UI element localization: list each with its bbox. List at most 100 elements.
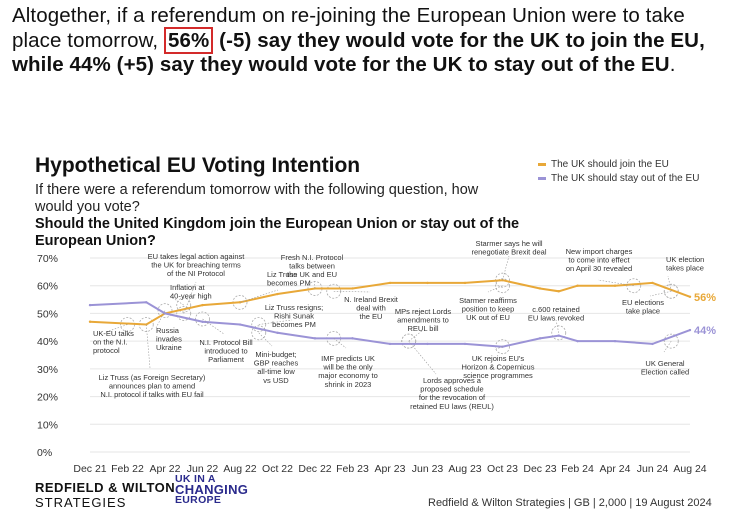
- annotation-leader: [663, 340, 672, 353]
- annotation-leader: [313, 279, 316, 289]
- annotation-marker: [495, 278, 510, 294]
- annotation-line: renegotiate Brexit deal: [471, 248, 546, 257]
- annotation-line: Mini-budget;: [255, 350, 296, 359]
- annotation-line: of the NI Protocol: [167, 269, 225, 278]
- annotation-label: Liz Truss becomes PM: [267, 270, 311, 288]
- annotation-line: Parliament: [208, 355, 245, 364]
- annotation-line: GBP reaches: [254, 359, 299, 368]
- annotation-line: talks between: [289, 262, 335, 271]
- annotation-line: Liz Truss: [267, 270, 297, 279]
- y-tick-label: 60%: [37, 281, 58, 293]
- x-tick-label: Aug 23: [448, 463, 481, 475]
- data-point: [88, 320, 92, 323]
- x-tick-label: Dec 21: [73, 463, 106, 475]
- data-point: [163, 312, 167, 315]
- y-tick-label: 10%: [37, 419, 58, 431]
- annotation-leader: [105, 324, 128, 333]
- headline-part3: .: [669, 53, 676, 76]
- annotation-line: for the revocation of: [419, 393, 486, 402]
- y-tick-label: 20%: [37, 392, 58, 404]
- brand-logo: REDFIELD & WILTON STRATEGIES: [35, 480, 175, 510]
- chart-question: Should the United Kingdom join the Europ…: [35, 216, 520, 249]
- x-tick-label: Feb 23: [336, 463, 369, 475]
- annotation-line: Liz Truss (as Foreign Secretary): [99, 373, 206, 382]
- annotation-line: Starmer says he will: [475, 239, 542, 248]
- data-point: [201, 320, 204, 323]
- series-line-stay-out: [89, 301, 691, 348]
- annotation-line: 40-year high: [170, 292, 212, 301]
- data-point: [426, 342, 429, 346]
- data-point: [276, 331, 279, 335]
- x-tick-label: Oct 22: [262, 463, 293, 475]
- annotation-line: Fresh N.I. Protocol: [281, 253, 344, 262]
- data-point: [351, 337, 354, 340]
- headline-highlight: 56%: [164, 26, 214, 54]
- annotation-leader: [155, 310, 166, 329]
- annotation-leader: [145, 324, 151, 369]
- annotation-label: UK rejoins EU's Horizon & Copernicus scien…: [462, 354, 535, 380]
- data-point: [613, 339, 617, 343]
- source-note: Redfield & Wilton Strategies | GB | 2,00…: [428, 497, 712, 509]
- annotation-marker: [551, 325, 567, 341]
- chart-title: Hypothetical EU Voting Intention: [35, 154, 361, 177]
- annotation-leader: [258, 319, 293, 325]
- data-point: [88, 303, 92, 307]
- annotation-line: EU elections: [622, 298, 664, 307]
- annotation-line: Inflation at: [170, 283, 206, 292]
- annotation-leader: [502, 255, 510, 281]
- annotation-line: MPs reject Lords: [395, 307, 452, 316]
- annotation-label: Inflation at 40-year high: [170, 283, 212, 301]
- x-tick-label: Apr 22: [150, 463, 181, 475]
- annotation-line: shrink in 2023: [325, 380, 372, 389]
- partner-line2: CHANGING: [175, 481, 249, 497]
- annotation-line: becomes PM: [267, 279, 311, 288]
- annotation-line: N.I. protocol if talks with EU fail: [100, 390, 204, 399]
- annotation-line: Starmer reaffirms: [459, 296, 517, 305]
- annotation-label: N.I. Protocol Bill introduced to Parliamen…: [199, 338, 253, 364]
- annotation-line: UK rejoins EU's: [472, 354, 525, 363]
- annotation-label: MPs reject Lords amendments to REUL bill: [395, 307, 452, 333]
- legend-label-stay-out: The UK should stay out of the EU: [551, 172, 700, 184]
- annotation-line: New import charges: [566, 247, 633, 256]
- series-line-join: [89, 279, 691, 326]
- annotation-line: the UK and EU: [287, 270, 337, 279]
- annotation-leader: [487, 285, 503, 293]
- x-tick-label: Oct 23: [487, 463, 518, 475]
- data-point: [426, 281, 429, 285]
- x-tick-label: Dec 22: [298, 463, 331, 475]
- partner-line3: EUROPE: [175, 494, 222, 506]
- annotation-label: Starmer says he will renegotiate Brexit d…: [471, 239, 546, 257]
- x-tick-label: Jun 22: [187, 463, 219, 475]
- annotation-line: vs USD: [263, 376, 289, 385]
- data-point: [651, 281, 654, 285]
- annotation-line: will be the only: [322, 363, 372, 372]
- annotation-label: Liz Truss resigns; Rishi Sunak becomes PM: [265, 303, 323, 329]
- partner-line1: UK IN A: [175, 473, 216, 485]
- data-point: [313, 337, 317, 340]
- annotation-line: Russia: [156, 326, 180, 335]
- annotation-label: UK General Election called: [641, 359, 689, 377]
- x-tick-label: Jun 23: [412, 463, 444, 475]
- x-tick-label: Jun 24: [637, 463, 669, 475]
- annotation-line: invades: [156, 335, 182, 344]
- annotation-line: takes place: [666, 264, 704, 273]
- annotation-line: science programmes: [463, 371, 533, 380]
- annotation-leader: [649, 290, 672, 297]
- annotation-line: REUL bill: [408, 324, 439, 333]
- annotation-marker: [251, 317, 267, 332]
- series-end-label: 56%: [694, 292, 716, 304]
- annotation-label: c.600 retained EU laws revoked: [528, 305, 584, 323]
- annotation-line: UK out of EU: [466, 313, 510, 322]
- annotation-line: Horizon & Copernicus: [462, 363, 535, 372]
- annotation-line: the EU: [360, 312, 383, 321]
- annotation-label: Starmer reaffirms position to keep UK out …: [459, 296, 517, 322]
- data-point: [557, 290, 560, 293]
- x-tick-label: Feb 24: [561, 463, 594, 475]
- annotation-line: Lords approves a: [423, 376, 482, 385]
- headline-part2: (-5) say they would vote for the UK to j…: [12, 28, 705, 77]
- data-point: [688, 295, 692, 298]
- annotation-line: introduced to: [204, 347, 247, 356]
- annotation-label: Mini-budget; GBP reaches all-time low vs US…: [254, 350, 299, 385]
- annotation-leader: [202, 318, 225, 335]
